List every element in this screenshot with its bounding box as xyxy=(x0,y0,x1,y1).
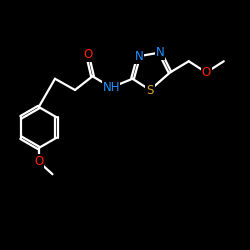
Text: N: N xyxy=(134,50,143,63)
Text: S: S xyxy=(146,84,154,96)
Text: O: O xyxy=(202,66,211,79)
Text: O: O xyxy=(34,155,43,168)
Text: O: O xyxy=(83,48,92,62)
Text: N: N xyxy=(156,46,164,59)
Text: NH: NH xyxy=(102,81,120,94)
